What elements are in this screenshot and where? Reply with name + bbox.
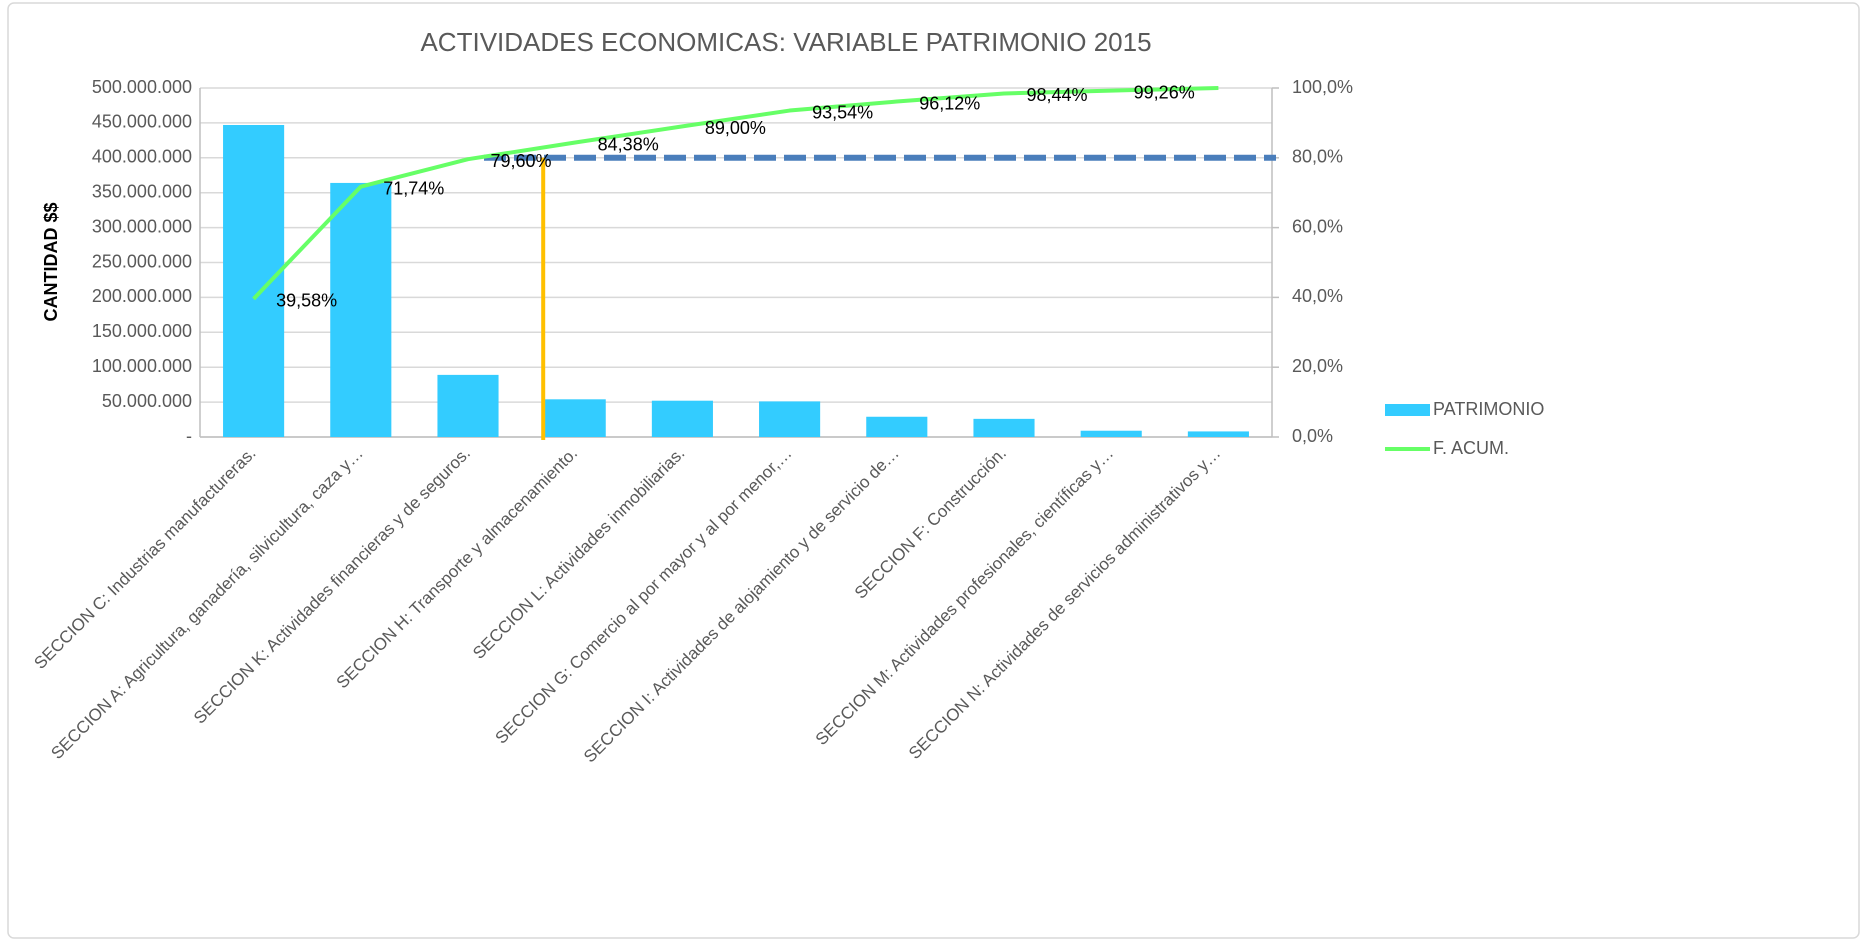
y-tick-label: 400.000.000: [92, 147, 192, 167]
y2-tick-label: 80,0%: [1292, 147, 1343, 167]
y2-tick-label: 100,0%: [1292, 77, 1353, 97]
cumulative-line: [252, 86, 1219, 301]
bar: [330, 182, 392, 437]
y-tick-label: 150.000.000: [92, 321, 192, 341]
bar: [1080, 430, 1142, 437]
data-label: 96,12%: [919, 93, 980, 113]
y-tick-label: 250.000.000: [92, 251, 192, 271]
y-tick-label: 300.000.000: [92, 216, 192, 236]
data-label: 39,58%: [276, 291, 337, 311]
legend-label: PATRIMONIO: [1433, 399, 1544, 419]
y-tick-label: 350.000.000: [92, 181, 192, 201]
legend-swatch: [1385, 404, 1430, 416]
y-tick-label: 500.000.000: [92, 77, 192, 97]
data-label: 98,44%: [1026, 85, 1087, 105]
y2-tick-label: 40,0%: [1292, 286, 1343, 306]
y-tick-label: 100.000.000: [92, 356, 192, 376]
y2-tick-label: 0,0%: [1292, 426, 1333, 446]
legend-label: F. ACUM.: [1433, 438, 1509, 458]
y-tick-label: 450.000.000: [92, 112, 192, 132]
y-tick-label: 50.000.000: [102, 391, 192, 411]
bar: [437, 374, 499, 437]
y-tick-label: 200.000.000: [92, 286, 192, 306]
data-label: 71,74%: [383, 178, 444, 198]
chart-title: ACTIVIDADES ECONOMICAS: VARIABLE PATRIMO…: [420, 27, 1151, 57]
data-label: 99,26%: [1134, 82, 1195, 102]
y-axis-title: CANTIDAD $$: [41, 202, 61, 321]
bar: [973, 418, 1035, 437]
bar: [651, 400, 713, 437]
data-label: 89,00%: [705, 118, 766, 138]
data-label: 84,38%: [598, 134, 659, 154]
bar: [1187, 431, 1249, 437]
bar: [223, 124, 285, 437]
bar: [866, 416, 928, 437]
chart-border: [7, 2, 1860, 939]
y2-tick-label: 60,0%: [1292, 216, 1343, 236]
y-tick-label: -: [186, 426, 192, 446]
bar: [544, 399, 606, 437]
bar: [759, 401, 821, 437]
data-label: 93,54%: [812, 102, 873, 122]
data-label: 79,60%: [490, 151, 551, 171]
y2-tick-label: 20,0%: [1292, 356, 1343, 376]
